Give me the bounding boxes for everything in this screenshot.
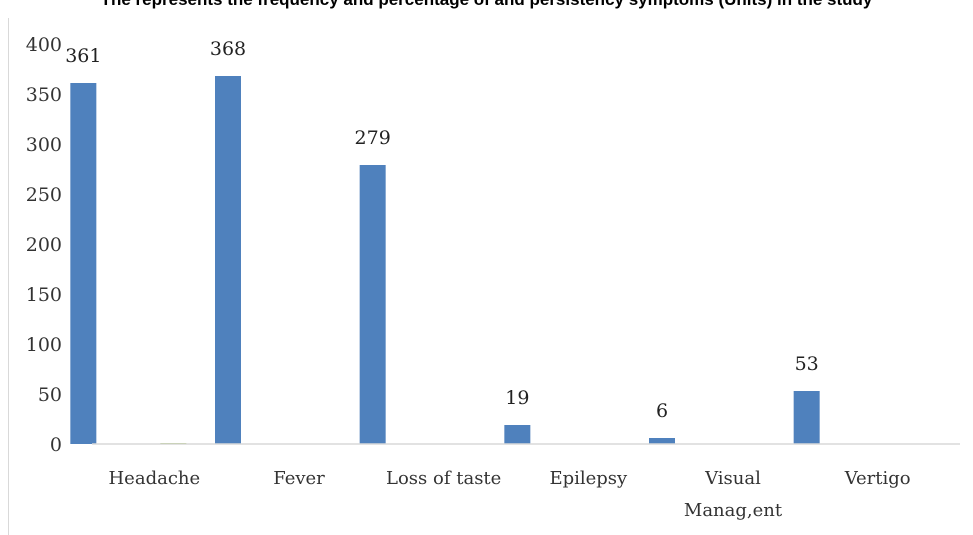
data-label: 19: [505, 387, 529, 409]
y-tick-label: 300: [26, 134, 62, 156]
y-tick-label: 250: [26, 184, 62, 206]
y-tick-label: 350: [26, 84, 62, 106]
data-label: 368: [210, 38, 246, 60]
bar: [793, 391, 820, 444]
data-labels: 361 368 279 19 6 53: [65, 38, 819, 422]
category-labels: Headache Fever Loss of taste Epilepsy Visual…: [108, 468, 910, 521]
y-tick-label: 150: [26, 284, 62, 306]
y-tick-label: 200: [26, 234, 62, 256]
data-label: 53: [795, 353, 819, 375]
y-axis-ticks: 0 50 100 150 200 250 300 350 400: [26, 34, 62, 456]
data-label: 361: [65, 45, 101, 67]
y-tick-label: 400: [26, 34, 62, 56]
category-label: Headache: [108, 468, 200, 489]
bars: [70, 76, 820, 444]
category-label: Vertigo: [844, 468, 911, 489]
category-label: Fever: [273, 468, 325, 489]
bar: [649, 438, 675, 444]
y-tick-label: 50: [38, 384, 62, 406]
bar: [215, 76, 241, 444]
data-label: 279: [355, 127, 391, 149]
data-label: 6: [656, 400, 668, 422]
category-label: Visual Manag,ent: [684, 468, 783, 521]
category-label: Epilepsy: [549, 468, 628, 489]
left-border: [8, 18, 9, 535]
category-label: Loss of taste: [386, 468, 501, 489]
bar: [504, 425, 531, 444]
bar: [359, 165, 386, 444]
chart-title: The represents the frequency and percent…: [0, 0, 973, 11]
y-tick-label: 0: [50, 434, 62, 456]
y-tick-label: 100: [26, 334, 62, 356]
bar: [70, 83, 97, 444]
